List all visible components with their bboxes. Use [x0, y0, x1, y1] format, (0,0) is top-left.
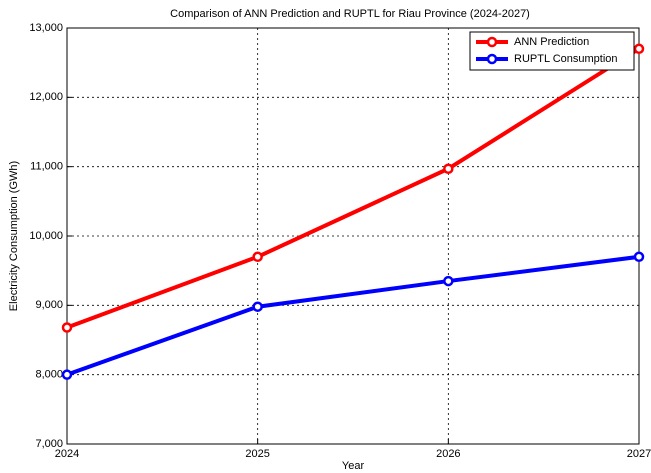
- y-tick-label: 11,000: [30, 161, 63, 173]
- data-point: [61, 369, 73, 380]
- series-line: [66, 47, 641, 330]
- legend-marker: [486, 36, 498, 48]
- data-point: [252, 301, 263, 312]
- data-point: [633, 251, 645, 263]
- y-tick-label: 9,000: [35, 299, 63, 311]
- y-axis-label: Electricity Consumption (GWh): [8, 161, 20, 311]
- data-point: [633, 43, 645, 55]
- y-tick-label: 8,000: [35, 369, 63, 381]
- x-tick-label: 2025: [245, 448, 269, 460]
- legend-box: [469, 31, 635, 71]
- y-tick-label: 10,000: [29, 230, 63, 242]
- y-tick-label: 7,000: [35, 438, 63, 450]
- chart-title: Comparison of ANN Prediction and RUPTL f…: [170, 8, 530, 20]
- plot-frame: [66, 27, 640, 445]
- data-point: [443, 163, 454, 174]
- x-tick-label: 2024: [55, 448, 79, 460]
- data-point: [252, 251, 263, 263]
- legend-marker: [486, 53, 498, 65]
- x-axis-label: Year: [342, 460, 365, 472]
- legend-label: RUPTL Consumption: [514, 53, 618, 65]
- y-tick-label: 12,000: [29, 91, 63, 103]
- x-tick-label: 2027: [627, 448, 651, 460]
- y-tick-label: 13,000: [29, 22, 63, 34]
- x-tick-label: 2026: [436, 448, 460, 460]
- data-point: [443, 275, 454, 287]
- data-point: [61, 322, 73, 333]
- legend-label: ANN Prediction: [514, 36, 589, 48]
- series-line: [66, 254, 640, 377]
